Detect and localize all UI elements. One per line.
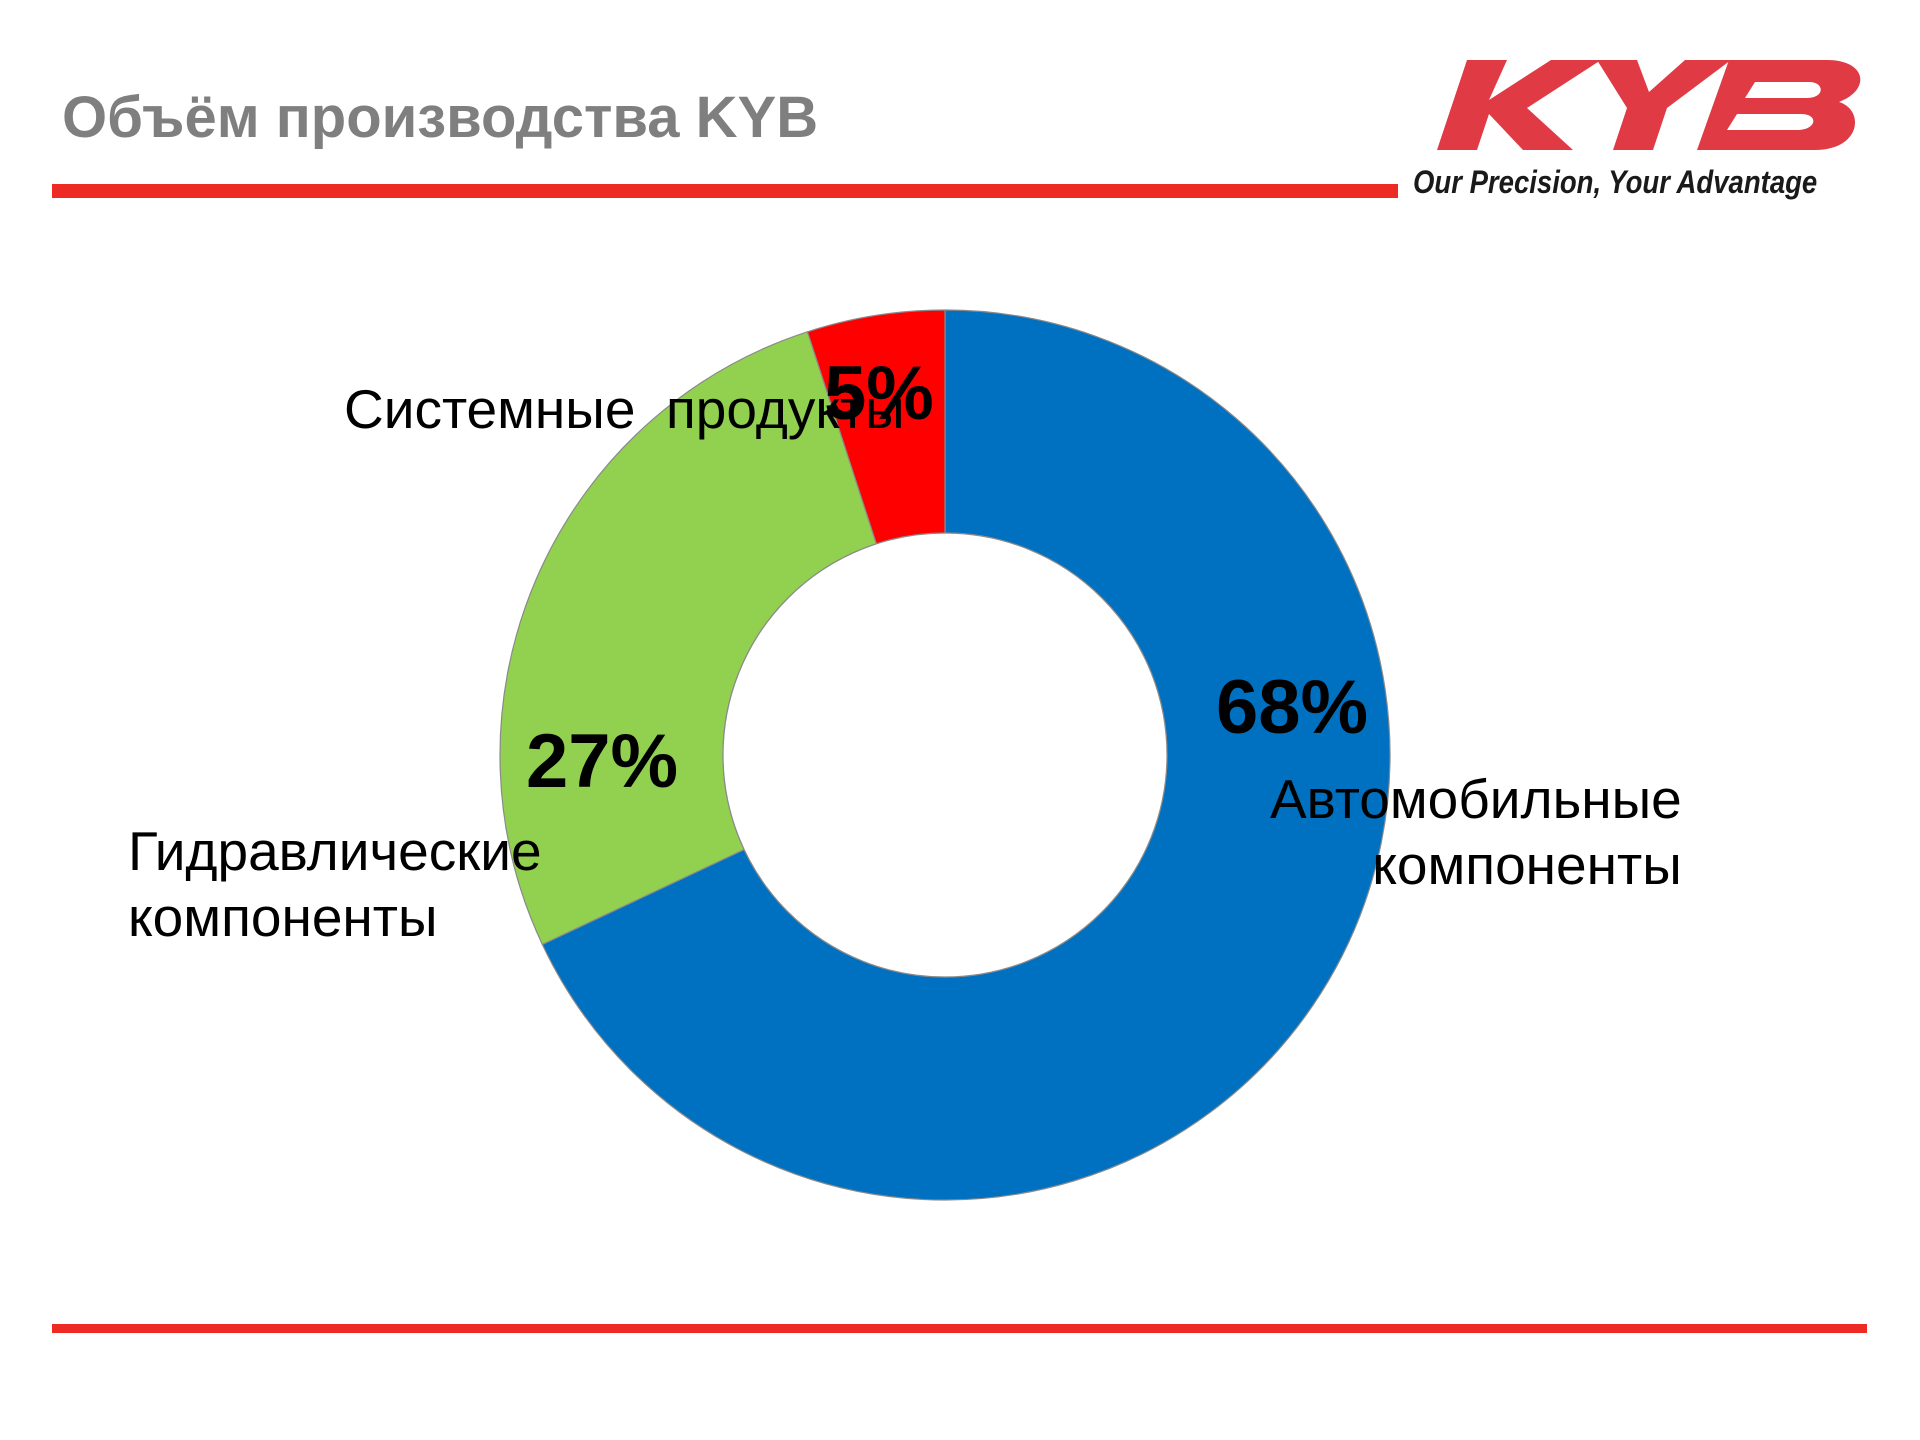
label-automotive-line2: компоненты bbox=[1372, 834, 1682, 896]
value-label-hydraulic: 27% bbox=[526, 719, 679, 804]
value-label-automotive: 68% bbox=[1216, 665, 1369, 750]
logo-letter-b bbox=[1697, 60, 1861, 150]
label-system-line1: Системные продукты bbox=[344, 378, 905, 440]
logo-letter-k bbox=[1437, 60, 1601, 150]
page-title: Объём производства KYB bbox=[62, 85, 819, 150]
logo-letter-y bbox=[1597, 60, 1731, 150]
label-hydraulic-components: Гидравлические компоненты bbox=[128, 818, 542, 950]
label-hydraulic-line1: Гидравлические bbox=[128, 820, 542, 882]
label-hydraulic-line2: компоненты bbox=[128, 886, 438, 948]
donut-hole bbox=[722, 532, 1168, 978]
label-automotive-components: Автомобильные компоненты bbox=[1270, 766, 1682, 898]
value-label-system: 5% bbox=[824, 351, 934, 436]
bottom-divider bbox=[52, 1324, 1867, 1333]
chart-slices bbox=[499, 309, 1391, 1201]
label-system-products: Системные продукты bbox=[344, 244, 905, 508]
top-divider bbox=[52, 184, 1398, 198]
kyb-logo: Our Precision, Your Advantage bbox=[1405, 46, 1915, 226]
logo-tagline: Our Precision, Your Advantage bbox=[1413, 164, 1818, 200]
label-automotive-line1: Автомобильные bbox=[1270, 768, 1682, 830]
